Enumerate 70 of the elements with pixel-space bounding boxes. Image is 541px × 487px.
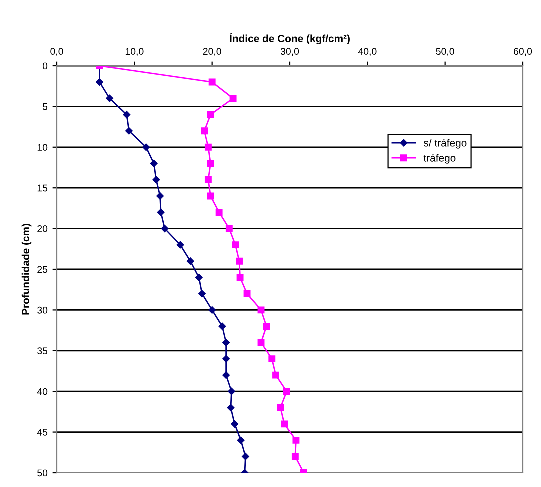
y-tick-label: 5 bbox=[42, 104, 48, 110]
point bbox=[292, 436, 300, 444]
point bbox=[216, 209, 223, 216]
point bbox=[258, 306, 265, 314]
x-tick-label: 40,0 bbox=[358, 48, 377, 56]
point bbox=[263, 323, 270, 330]
point bbox=[161, 225, 169, 232]
x-tick-label: 60,0 bbox=[514, 48, 532, 56]
point bbox=[152, 176, 160, 184]
point bbox=[126, 127, 133, 135]
point bbox=[208, 78, 216, 86]
point bbox=[277, 404, 284, 412]
point bbox=[156, 192, 164, 200]
point bbox=[222, 339, 230, 346]
point bbox=[150, 160, 158, 168]
y-tick-label: 10 bbox=[38, 144, 48, 152]
point bbox=[268, 356, 276, 363]
y-tick-label: 25 bbox=[38, 266, 48, 274]
point bbox=[222, 372, 230, 379]
point bbox=[201, 128, 208, 135]
y-tick-label: 30 bbox=[38, 306, 48, 314]
point bbox=[283, 388, 290, 396]
point bbox=[228, 388, 236, 396]
point bbox=[236, 258, 243, 265]
point bbox=[207, 111, 214, 118]
point bbox=[244, 290, 251, 298]
point bbox=[232, 242, 240, 249]
point bbox=[292, 453, 299, 460]
y-tick-label: 45 bbox=[37, 429, 48, 436]
y-tick-label: 35 bbox=[38, 348, 48, 355]
point bbox=[106, 94, 114, 102]
y-tick-label: 50 bbox=[38, 470, 48, 477]
x-tick-label: 50,0 bbox=[436, 48, 454, 56]
y-axis-title: Profundidade (cm) bbox=[22, 224, 32, 315]
point bbox=[242, 453, 250, 460]
legend-label: tráfego bbox=[424, 154, 456, 164]
point bbox=[157, 208, 165, 216]
point bbox=[142, 144, 150, 152]
y-tick-label: 20 bbox=[38, 226, 48, 232]
point bbox=[195, 274, 203, 282]
point bbox=[96, 78, 104, 86]
point bbox=[237, 436, 245, 444]
x-tick-label: 20,0 bbox=[203, 48, 222, 56]
point bbox=[198, 290, 206, 298]
point bbox=[230, 95, 237, 102]
point bbox=[204, 176, 212, 184]
point bbox=[176, 241, 184, 249]
point bbox=[218, 322, 226, 330]
x-tick-label: 30,0 bbox=[280, 48, 300, 56]
point bbox=[207, 192, 214, 200]
point bbox=[208, 306, 216, 314]
point bbox=[227, 404, 235, 412]
point bbox=[281, 420, 288, 428]
point bbox=[226, 225, 233, 232]
point bbox=[123, 111, 131, 118]
point bbox=[231, 420, 238, 428]
x-tick-label: 0,0 bbox=[50, 48, 64, 56]
point bbox=[186, 258, 194, 265]
point bbox=[236, 274, 244, 282]
x-axis-title: Índice de Cone (kgf/cm²) bbox=[230, 33, 350, 45]
point bbox=[258, 339, 265, 346]
point bbox=[204, 144, 212, 151]
point bbox=[207, 160, 214, 168]
y-tick-label: 40 bbox=[37, 388, 48, 396]
y-tick-label: 15 bbox=[38, 184, 48, 192]
legend-label: s/ tráfego bbox=[424, 139, 467, 149]
point bbox=[222, 355, 230, 363]
x-tick-label: 10,0 bbox=[126, 48, 144, 56]
y-tick-label: 0 bbox=[42, 62, 48, 70]
point bbox=[272, 372, 280, 379]
